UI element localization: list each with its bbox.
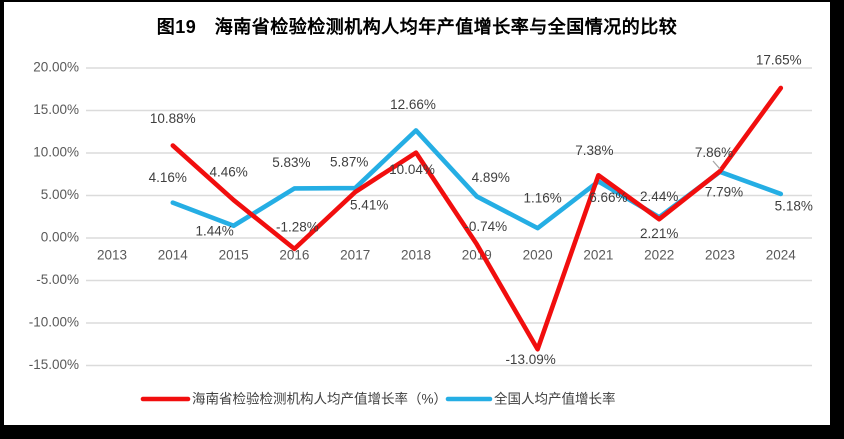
data-label: 1.16% xyxy=(523,191,561,206)
data-label: -13.09% xyxy=(505,352,555,367)
legend-label: 全国人均产值增长率 xyxy=(494,391,616,407)
y-tick-label: 0.00% xyxy=(41,230,79,245)
y-axis-labels: 20.00% 15.00% 10.00% 5.00% 0.00% -5.00% -10.00… xyxy=(29,60,79,373)
data-label: 1.44% xyxy=(195,223,233,238)
data-label: 4.16% xyxy=(149,170,187,185)
y-tick-label: 5.00% xyxy=(41,187,79,202)
leader-line xyxy=(712,160,721,170)
data-label: -1.28% xyxy=(276,219,319,234)
data-label: 2.21% xyxy=(640,226,678,241)
legend: 海南省检验检测机构人均产值增长率（%） 全国人均产值增长率 xyxy=(140,391,616,407)
data-label: 17.65% xyxy=(756,53,802,68)
y-tick-label: 10.00% xyxy=(33,145,79,160)
data-label: 10.04% xyxy=(389,162,435,177)
photo-border-top xyxy=(0,0,844,2)
data-label: 7.86% xyxy=(695,145,733,160)
data-label: -0.74% xyxy=(464,219,507,234)
y-tick-label: -5.00% xyxy=(36,272,79,287)
legend-label: 海南省检验检测机构人均产值增长率（%） xyxy=(192,391,447,407)
x-tick-label: 2017 xyxy=(340,248,370,263)
data-label: 4.46% xyxy=(209,165,247,180)
data-label: 4.89% xyxy=(472,170,510,185)
y-tick-label: 20.00% xyxy=(33,60,79,75)
photo-border-bottom xyxy=(0,425,844,439)
x-axis-labels: 2013 2014 2015 2016 2017 2018 2019 2020 2021 2022… xyxy=(97,248,796,263)
data-label: 5.87% xyxy=(330,155,368,170)
chart-title: 图19 海南省检验检测机构人均年产值增长率与全国情况的比较 xyxy=(156,17,678,37)
x-tick-label: 2016 xyxy=(279,248,309,263)
data-label: 5.83% xyxy=(272,155,310,170)
x-tick-label: 2024 xyxy=(766,248,797,263)
y-tick-label: -15.00% xyxy=(29,357,79,372)
data-label: 7.38% xyxy=(575,143,613,158)
label-leader-lines xyxy=(712,160,721,170)
data-label: 5.18% xyxy=(775,199,813,214)
x-tick-label: 2015 xyxy=(219,248,249,263)
y-tick-label: -10.00% xyxy=(29,315,79,330)
x-tick-label: 2018 xyxy=(401,248,431,263)
x-tick-label: 2021 xyxy=(583,248,613,263)
data-label: 12.66% xyxy=(390,97,436,112)
data-label: 6.66% xyxy=(589,190,627,205)
data-label: 7.79% xyxy=(705,184,743,199)
photo-border-right xyxy=(830,0,844,439)
data-label: 10.88% xyxy=(150,111,196,126)
x-tick-label: 2013 xyxy=(97,248,127,263)
data-label: 5.41% xyxy=(350,198,388,213)
data-labels: 10.88% 4.46% -1.28% 5.41% 10.04% -0.74% -13.09… xyxy=(149,53,813,367)
y-tick-label: 15.00% xyxy=(33,102,79,117)
x-tick-label: 2014 xyxy=(158,248,189,263)
x-tick-label: 2022 xyxy=(644,248,674,263)
data-label: 2.44% xyxy=(640,189,678,204)
series-line-hainan xyxy=(170,85,784,352)
photo-border-left xyxy=(0,0,4,439)
series-lines xyxy=(170,85,784,352)
x-tick-label: 2023 xyxy=(705,248,735,263)
x-tick-label: 2020 xyxy=(523,248,553,263)
